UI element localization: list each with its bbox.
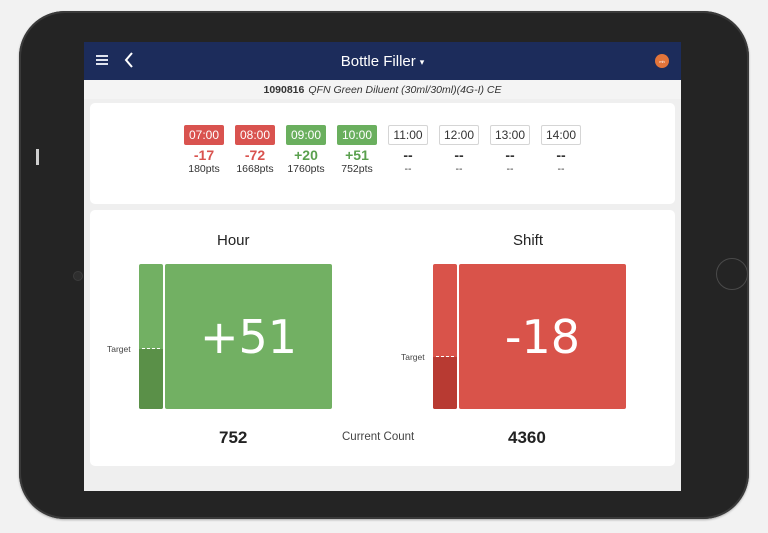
hour-points: 1760pts [287,163,325,175]
hour-column: 11:00 -- -- [386,125,431,204]
hour-column: 12:00 -- -- [437,125,482,204]
hour-target-fill [139,349,163,409]
hour-target-line [142,348,160,349]
hour-chip[interactable]: 07:00 [184,125,224,145]
performance-card: Hour Target +51 752 Current Count Shift … [90,210,675,466]
home-button[interactable] [716,258,748,290]
hour-points: 1668pts [236,163,274,175]
current-count-label: Current Count [342,431,415,443]
hour-delta: -72 [244,147,266,163]
hour-delta-box: +51 [165,264,332,409]
hour-panel-title: Hour [217,232,250,249]
hour-chip[interactable]: 14:00 [540,125,582,145]
hour-chip[interactable]: 13:00 [489,125,531,145]
hour-column: 14:00 -- -- [539,125,584,204]
hour-target-label: Target [107,344,131,354]
avatar[interactable]: mh [655,54,669,68]
shift-panel-title: Shift [513,232,544,249]
page-title: Bottle Filler [340,52,416,70]
product-name: QFN Green Diluent (30ml/30ml)(4G-I) CE [308,83,502,96]
shift-target-line [436,356,454,357]
top-bar: Bottle Filler ▾ mh [84,42,681,80]
hour-delta: -- [454,147,464,163]
shift-target-bar [433,264,457,409]
hour-points: -- [404,163,412,175]
hour-target-bar [139,264,163,409]
shift-delta-box: -18 [459,264,626,409]
hour-chip[interactable]: 09:00 [286,125,326,145]
hour-delta: -- [505,147,515,163]
hour-delta: -- [403,147,413,163]
hour-chip[interactable]: 11:00 [388,125,428,145]
caret-down-icon: ▾ [419,56,425,67]
hour-points: 180pts [188,163,220,175]
tablet-side-button [36,149,39,165]
hour-delta: +51 [345,147,369,163]
hour-column: 09:00 +20 1760pts [284,125,329,204]
camera-icon [73,271,83,281]
hour-points: -- [455,163,463,175]
shift-target-fill [433,357,457,409]
station-selector[interactable]: Bottle Filler ▾ [84,42,681,80]
hour-delta: -- [556,147,566,163]
hour-points: 752pts [341,163,373,175]
hour-column: 10:00 +51 752pts [335,125,380,204]
shift-target-label: Target [401,352,425,362]
product-code: 1090816 [263,83,305,96]
hamburger-icon[interactable] [96,55,108,65]
hour-column: 08:00 -72 1668pts [233,125,278,204]
app-screen: Bottle Filler ▾ mh 1090816 QFN Green Dil… [84,42,681,491]
hourly-summary-card: 07:00 -17 180pts 08:00 -72 1668pts 09:00… [90,103,675,204]
hour-points: -- [506,163,514,175]
hour-delta: +20 [294,147,318,163]
hour-column: 07:00 -17 180pts [182,125,227,204]
hour-chip[interactable]: 10:00 [337,125,377,145]
hour-column: 13:00 -- -- [488,125,533,204]
shift-count: 4360 [508,428,546,447]
product-info: 1090816 QFN Green Diluent (30ml/30ml)(4G… [84,80,681,99]
hour-delta: -17 [193,147,215,163]
chevron-left-icon[interactable] [124,52,134,68]
hour-chip[interactable]: 12:00 [438,125,480,145]
hour-count: 752 [219,428,248,447]
hour-points: -- [557,163,565,175]
hour-chip[interactable]: 08:00 [235,125,275,145]
